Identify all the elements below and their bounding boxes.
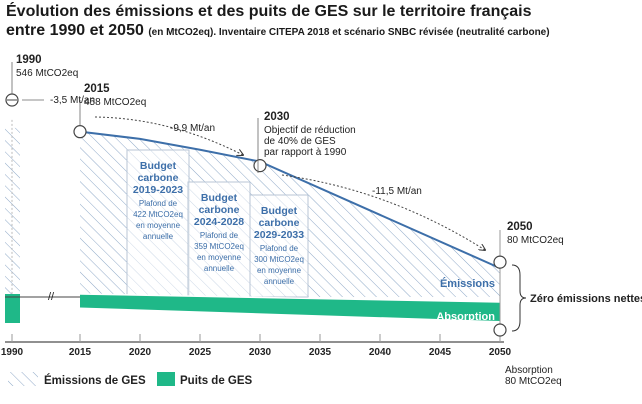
- x-tick-label: 1990: [1, 347, 24, 358]
- label-2030-text: par rapport à 1990: [264, 147, 347, 158]
- budget-box-2: [187, 181, 251, 298]
- label-2030-year: 2030: [264, 111, 290, 123]
- budget-cap-note: en moyenne: [257, 266, 302, 275]
- budget-title: carbone: [199, 204, 240, 216]
- legend-swatch-sinks: [157, 372, 175, 386]
- x-tick-label: 2015: [69, 347, 92, 358]
- label-1990-year: 1990: [16, 54, 42, 66]
- rate-label-1: -3,5 Mt/an: [50, 95, 95, 106]
- marker-2050: [493, 255, 507, 269]
- budget-cap-label: Plafond de: [260, 244, 299, 253]
- label-2030-text: Objectif de réduction: [264, 125, 356, 136]
- x-tick-label: 2030: [249, 347, 272, 358]
- marker-absorption: [493, 323, 507, 337]
- axis-break: //: [48, 291, 55, 303]
- budget-title: carbone: [259, 217, 300, 229]
- rate-arrow-3: [281, 174, 485, 250]
- emissions-area-label: Émissions: [440, 277, 495, 290]
- emissions-line: [79, 130, 501, 270]
- chart-subtitle-source: (en MtCO2eq). Inventaire CITEPA 2018 et …: [148, 27, 550, 38]
- sinks-bar-1990-fill: [5, 294, 20, 323]
- label-absorption: Absorption: [505, 365, 553, 376]
- budget-box-3: [249, 194, 309, 298]
- budget-cap-note: en moyenne: [136, 221, 181, 230]
- budget-cap-label: Plafond de: [139, 199, 178, 208]
- x-tick-label: 2040: [369, 347, 392, 358]
- label-2050-year: 2050: [507, 221, 533, 233]
- label-1990-value: 546 MtCO2eq: [16, 68, 78, 79]
- x-tick-label: 2025: [189, 347, 212, 358]
- budget-cap-note: annuelle: [264, 277, 295, 286]
- label-2015-year: 2015: [84, 83, 110, 95]
- legend-swatch-emissions: [8, 372, 38, 386]
- budget-title: Budget: [261, 205, 298, 217]
- rate-label-2: -9,9 Mt/an: [170, 123, 215, 134]
- absorption-area-label: Absorption: [436, 311, 495, 323]
- budget-cap-label: Plafond de: [200, 231, 239, 240]
- budget-cap-note: en moyenne: [197, 253, 242, 262]
- label-2015-value: 458 MtCO2eq: [84, 97, 146, 108]
- budget-title: Budget: [201, 192, 238, 204]
- net-zero-brace: [511, 264, 527, 332]
- chart-title: Évolution des émissions et des puits de …: [6, 3, 532, 20]
- chart-subtitle-period: entre 1990 et 2050: [6, 22, 144, 39]
- budget-period: 2029-2033: [254, 229, 304, 241]
- label-2050-value: 80 MtCO2eq: [507, 235, 564, 246]
- budget-period: 2024-2028: [194, 216, 244, 228]
- x-tick-label: 2050: [489, 347, 512, 358]
- budget-cap-note: annuelle: [143, 232, 174, 241]
- chart-subtitle: entre 1990 et 2050 (en MtCO2eq). Inventa…: [6, 22, 550, 40]
- budget-cap-value: 359 MtCO2eq: [194, 242, 244, 251]
- x-tick-label: 2045: [429, 347, 452, 358]
- rate-arrow-2: [94, 116, 243, 155]
- x-tick-label: 2035: [309, 347, 332, 358]
- budget-cap-note: annuelle: [204, 264, 235, 273]
- net-zero-label: Zéro émissions nettes: [530, 293, 642, 305]
- x-tick-label: 2020: [129, 347, 152, 358]
- rate-label-3: -11,5 Mt/an: [372, 186, 422, 197]
- label-2030-text: de 40% de GES: [264, 136, 336, 147]
- marker-2030: [253, 159, 267, 173]
- sinks-top-edge: [79, 293, 501, 303]
- legend-label-sinks: Puits de GES: [180, 375, 253, 387]
- label-absorption-value: 80 MtCO2eq: [505, 376, 562, 387]
- budget-title: carbone: [138, 172, 179, 184]
- legend-label-emissions: Émissions de GES: [44, 374, 146, 387]
- budget-cap-value: 422 MtCO2eq: [133, 210, 183, 219]
- budget-period: 2019-2023: [133, 184, 183, 196]
- budget-title: Budget: [140, 160, 177, 172]
- marker-2015: [73, 125, 87, 139]
- budget-cap-value: 300 MtCO2eq: [254, 255, 304, 264]
